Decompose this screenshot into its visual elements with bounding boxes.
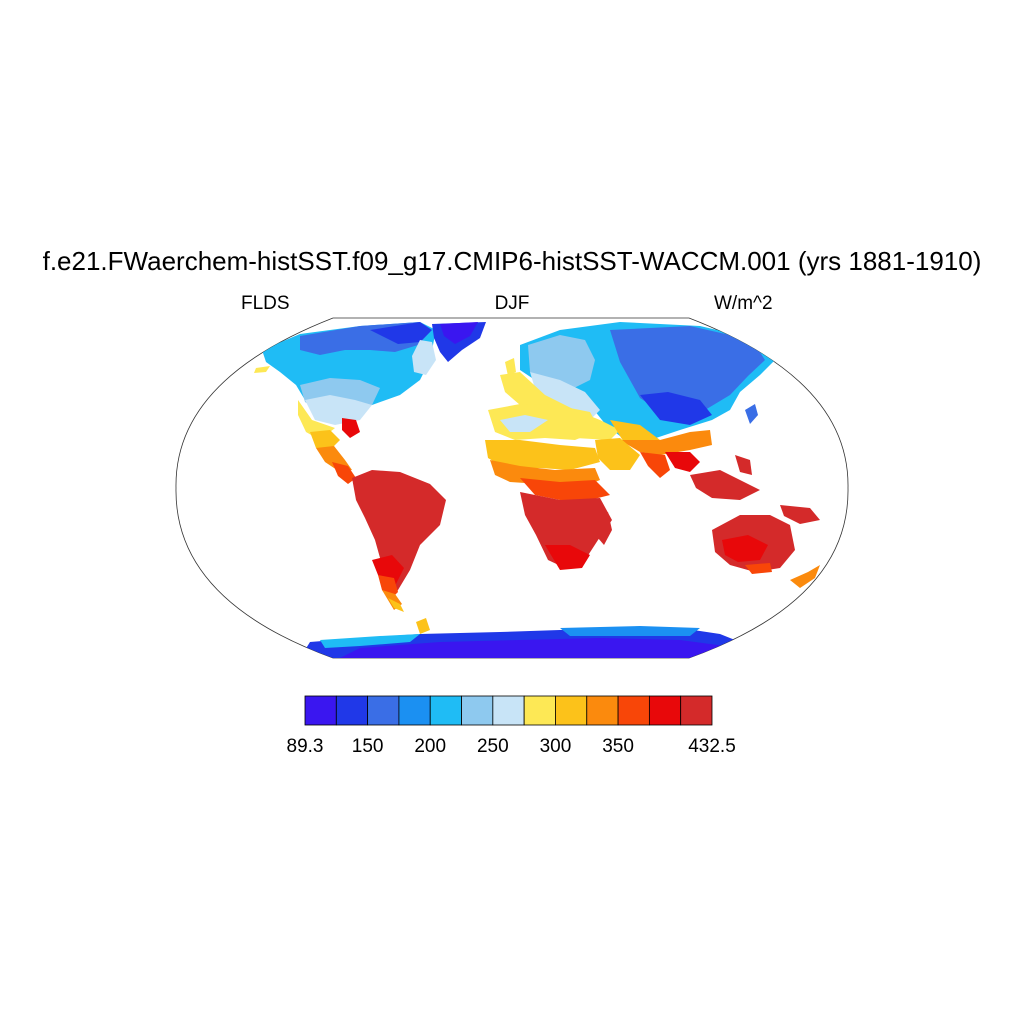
colorbar-box-10 <box>617 695 650 726</box>
colorbar-box-4 <box>429 695 462 726</box>
colorbar-label-5: 350 <box>602 736 634 757</box>
colorbar-box-2 <box>367 695 400 726</box>
colorbar <box>304 695 713 726</box>
land-fields <box>254 322 820 658</box>
eurasia <box>500 322 820 524</box>
colorbar-box-8 <box>555 695 588 726</box>
colorbar-label-0: 89.3 <box>286 736 324 757</box>
variable-label: FLDS <box>241 293 290 314</box>
colorbar-label-3: 250 <box>476 736 509 757</box>
colorbar-label-1: 150 <box>351 736 384 757</box>
colorbar-box-6 <box>492 695 525 726</box>
north-america <box>254 322 486 484</box>
colorbar-box-11 <box>648 695 682 726</box>
season-label: DJF <box>494 293 530 314</box>
colorbar-box-5 <box>461 695 494 726</box>
colorbar-label-6: 432.5 <box>688 736 736 757</box>
colorbar-box-1 <box>335 695 369 726</box>
units-label: W/m^2 <box>714 293 773 314</box>
colorbar-box-7 <box>523 695 556 726</box>
colorbar-label-2: 200 <box>414 736 447 757</box>
colorbar-box-9 <box>586 695 619 726</box>
antarctica <box>300 618 760 658</box>
map-title: f.e21.FWaerchem-histSST.f09_g17.CMIP6-hi… <box>42 246 982 276</box>
colorbar-box-12 <box>680 695 713 726</box>
africa <box>485 404 640 570</box>
colorbar-box-0 <box>304 695 337 726</box>
colorbar-label-4: 300 <box>539 736 572 757</box>
australia <box>712 515 820 588</box>
south-america <box>352 470 446 612</box>
colorbar-box-3 <box>398 695 431 726</box>
